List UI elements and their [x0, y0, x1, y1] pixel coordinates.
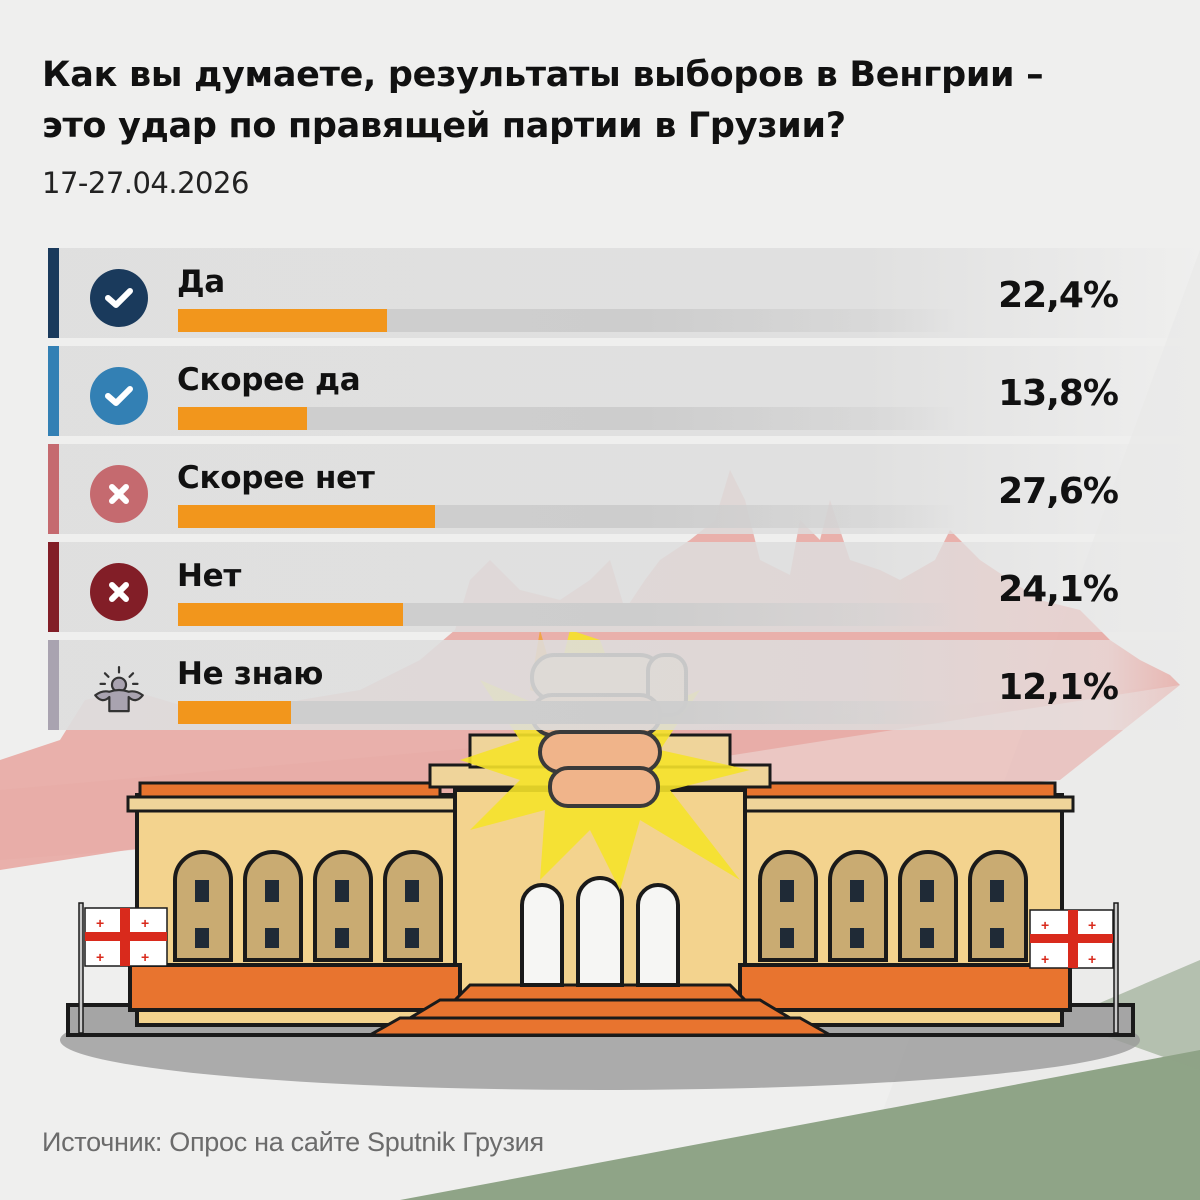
- row-value: 13,8%: [998, 373, 1119, 414]
- result-row-yes: Да 22,4%: [48, 248, 1200, 338]
- result-bar: [178, 309, 387, 332]
- bar-track: [178, 701, 958, 724]
- svg-text:+: +: [1041, 917, 1049, 933]
- check-circle-icon: [90, 367, 148, 425]
- x-circle-icon: [90, 465, 148, 523]
- georgian-flag-left: + + + +: [78, 902, 168, 1034]
- result-row-dont-know: Не знаю 12,1%: [48, 640, 1200, 730]
- svg-text:+: +: [96, 949, 104, 965]
- row-label: Скорее да: [177, 362, 361, 398]
- survey-date: 17-27.04.2026: [42, 166, 249, 200]
- row-accent-bar: [48, 542, 59, 632]
- svg-text:+: +: [96, 915, 104, 931]
- row-label: Да: [177, 264, 225, 300]
- svg-text:+: +: [141, 949, 149, 965]
- result-row-rather-yes: Скорее да 13,8%: [48, 346, 1200, 436]
- row-label: Не знаю: [177, 656, 324, 692]
- chart-title: Как вы думаете, результаты выборов в Вен…: [42, 50, 1172, 152]
- svg-text:+: +: [141, 915, 149, 931]
- row-label: Скорее нет: [177, 460, 375, 496]
- georgian-flag-right: + + + +: [1029, 902, 1119, 1034]
- title-line-1: Как вы думаете, результаты выборов в Вен…: [42, 55, 1044, 95]
- row-label: Нет: [177, 558, 242, 594]
- shrug-person-icon: [90, 661, 148, 719]
- svg-text:+: +: [1088, 917, 1096, 933]
- check-circle-icon: [90, 269, 148, 327]
- source-note: Источник: Опрос на сайте Sputnik Грузия: [42, 1127, 544, 1157]
- row-value: 22,4%: [998, 275, 1119, 316]
- row-value: 24,1%: [998, 569, 1119, 610]
- x-circle-icon: [90, 563, 148, 621]
- bar-track: [178, 407, 958, 430]
- result-bar: [178, 603, 403, 626]
- row-accent-bar: [48, 346, 59, 436]
- result-row-rather-no: Скорее нет 27,6%: [48, 444, 1200, 534]
- title-line-2: это удар по правящей партии в Грузии?: [42, 106, 846, 146]
- result-bar: [178, 407, 307, 430]
- result-bar: [178, 701, 291, 724]
- row-value: 27,6%: [998, 471, 1119, 512]
- row-accent-bar: [48, 640, 59, 730]
- result-row-no: Нет 24,1%: [48, 542, 1200, 632]
- green-band: [400, 1050, 1200, 1200]
- row-value: 12,1%: [998, 667, 1119, 708]
- row-accent-bar: [48, 248, 59, 338]
- row-accent-bar: [48, 444, 59, 534]
- svg-text:+: +: [1088, 951, 1096, 967]
- result-bar: [178, 505, 435, 528]
- svg-text:+: +: [1041, 951, 1049, 967]
